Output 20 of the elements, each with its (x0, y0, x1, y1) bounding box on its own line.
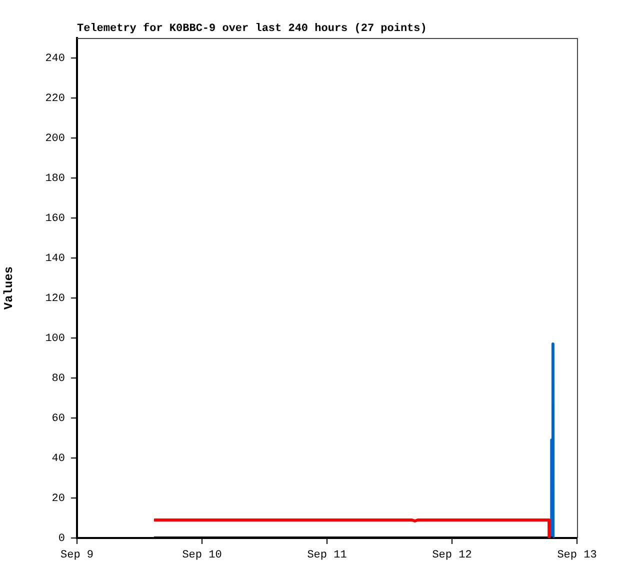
x-tick-label: Sep 12 (432, 550, 472, 562)
y-tick-label: 240 (45, 52, 65, 65)
y-tick-label: 180 (45, 172, 65, 185)
y-tick-label: 100 (45, 332, 65, 345)
x-tick-label: Sep 9 (60, 550, 94, 562)
chart-title: Telemetry for K0BBC-9 over last 240 hours (27 points) (77, 23, 427, 35)
y-tick-label: 160 (45, 212, 65, 225)
y-tick-label: 220 (45, 92, 65, 105)
y-tick-label: 80 (52, 372, 65, 385)
y-tick-label: 40 (52, 452, 65, 465)
x-tick-label: Sep 11 (307, 550, 348, 562)
y-tick-label: 20 (52, 492, 65, 505)
y-tick-label: 60 (52, 412, 65, 425)
y-tick-label: 200 (45, 132, 65, 145)
x-tick-label: Sep 13 (557, 550, 597, 562)
y-tick-label: 0 (58, 532, 65, 545)
y-axis-title: Values (2, 266, 16, 310)
y-tick-label: 120 (45, 292, 65, 305)
y-tick-label: 140 (45, 252, 65, 265)
x-tick-label: Sep 10 (182, 550, 222, 562)
